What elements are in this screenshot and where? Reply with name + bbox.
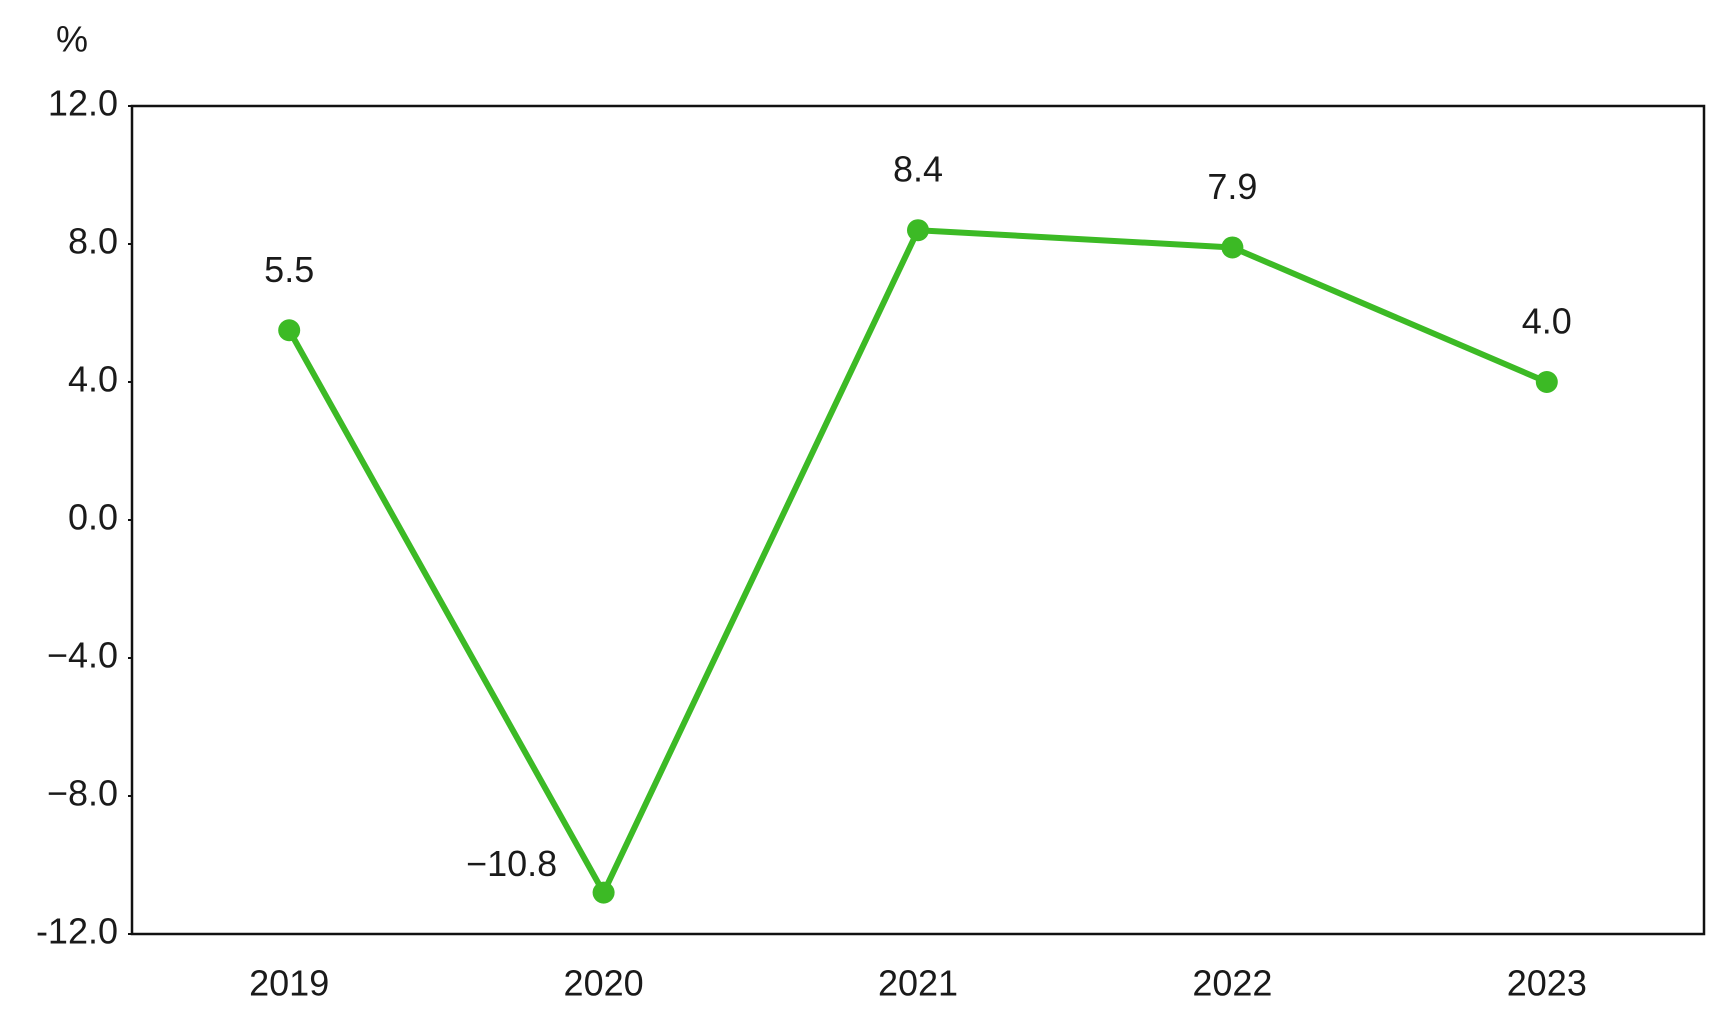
data-label: 8.4 [893,149,943,190]
y-tick-label: −8.0 [47,773,118,814]
x-tick-label: 2020 [564,963,644,1004]
data-label: 5.5 [264,249,314,290]
y-tick-label: -12.0 [36,911,118,952]
point [907,219,929,242]
data-label: −10.8 [466,843,557,884]
x-tick-label: 2023 [1507,963,1587,1004]
point [592,881,615,904]
y-tick-label: 8.0 [68,221,118,262]
y-tick-label: −4.0 [47,635,118,676]
point [278,319,301,342]
y-axis-unit: % [56,19,88,60]
data-label: 7.9 [1207,166,1257,207]
x-tick-label: 2022 [1192,963,1272,1004]
data-label: 4.0 [1522,301,1572,342]
y-tick-label: 12.0 [48,83,118,124]
x-tick-label: 2019 [249,963,329,1004]
y-tick-label: 0.0 [68,497,118,538]
y-tick-label: 4.0 [68,359,118,400]
line [286,227,1548,896]
point [1535,371,1558,393]
point [1221,236,1244,259]
x-tick-label: 2021 [878,963,958,1004]
